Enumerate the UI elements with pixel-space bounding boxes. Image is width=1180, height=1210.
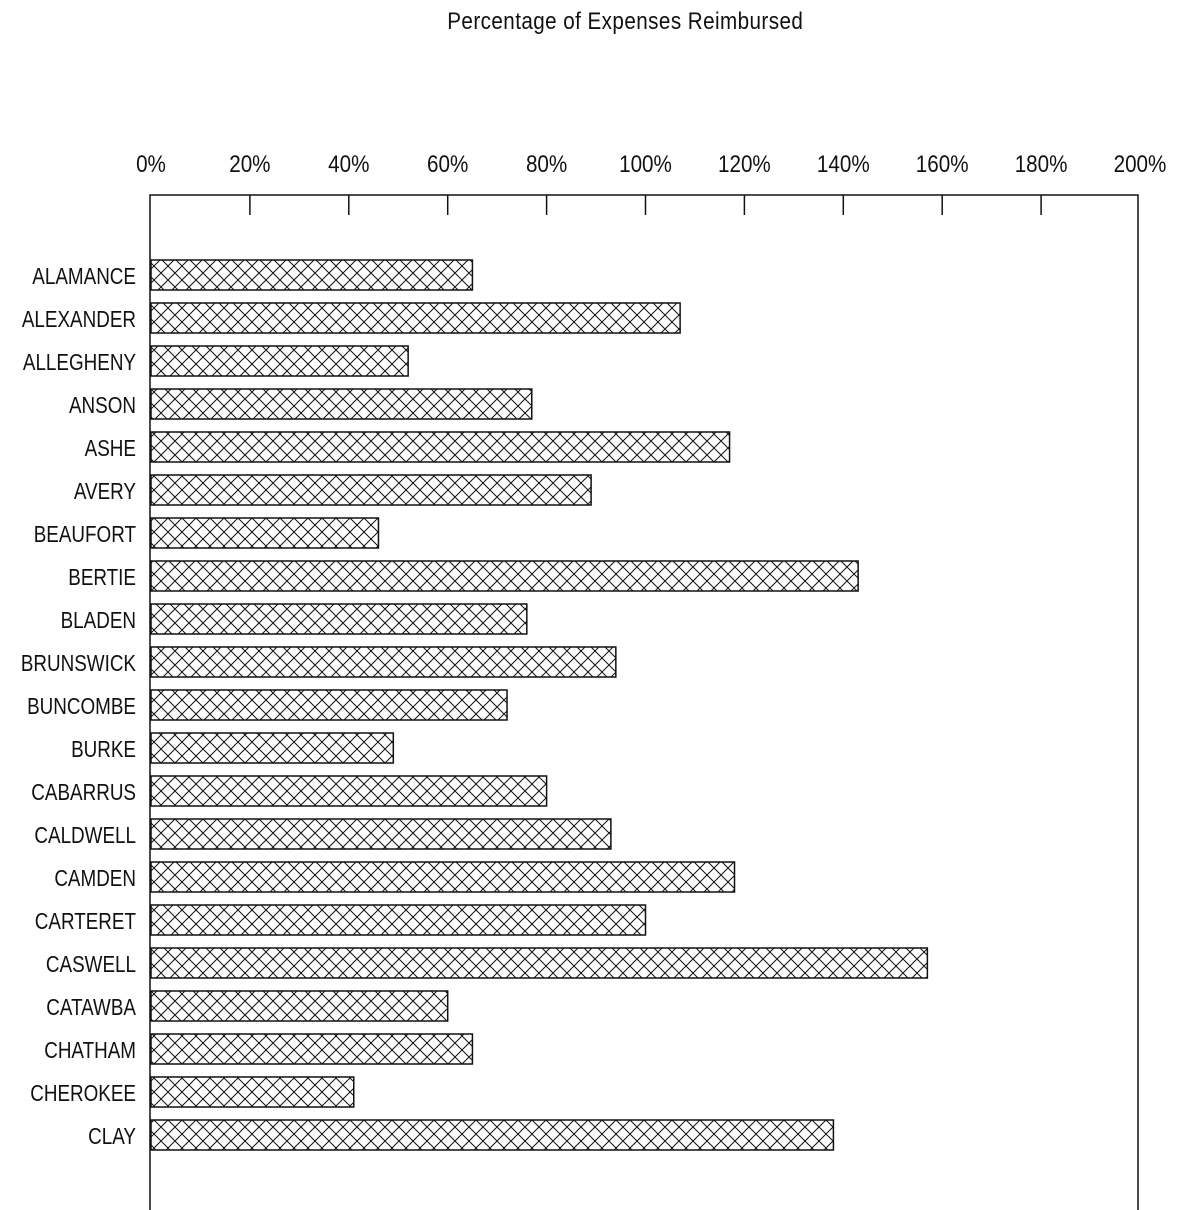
bar — [150, 1033, 474, 1065]
bar — [150, 1119, 835, 1151]
x-axis-ticks — [249, 195, 1042, 215]
bar — [150, 990, 449, 1022]
category-label: CATAWBA — [46, 995, 136, 1020]
x-tick-label: 140% — [817, 151, 870, 178]
bar — [150, 646, 617, 678]
x-tick-label: 100% — [619, 151, 672, 178]
category-label: BERTIE — [68, 565, 136, 590]
category-label: BEAUFORT — [34, 522, 136, 547]
x-tick-label: 40% — [328, 151, 369, 178]
category-label: ALAMANCE — [32, 264, 136, 289]
category-label: CASWELL — [46, 952, 136, 977]
category-label: CALDWELL — [34, 823, 136, 848]
category-label: CLAY — [88, 1124, 136, 1149]
chart-title: Percentage of Expenses Reimbursed — [447, 8, 804, 35]
x-axis-tick-labels: 0% 20% 40% 60% 80% 100% 120% 140% 160% 180% 200% — [136, 151, 1166, 178]
category-label: CAMDEN — [54, 866, 136, 891]
x-tick-label: 60% — [427, 151, 468, 178]
category-label: ANSON — [69, 393, 136, 418]
bar — [150, 947, 929, 979]
x-tick-label: 120% — [718, 151, 771, 178]
bar — [150, 302, 681, 334]
bar — [150, 689, 508, 721]
category-label: BUNCOMBE — [27, 694, 136, 719]
bar — [150, 603, 528, 635]
bar — [150, 474, 592, 506]
category-label: BURKE — [71, 737, 136, 762]
plot-frame — [149, 194, 1139, 1210]
x-tick-label: 20% — [229, 151, 270, 178]
category-label: ASHE — [85, 436, 136, 461]
bar — [150, 560, 859, 592]
x-tick-label: 0% — [136, 151, 166, 178]
x-tick-label: 200% — [1114, 151, 1167, 178]
category-label: CHATHAM — [44, 1038, 136, 1063]
bar — [150, 904, 647, 936]
category-label: CABARRUS — [31, 780, 136, 805]
bar — [150, 818, 612, 850]
bar — [150, 517, 380, 549]
bar — [150, 259, 474, 291]
x-tick-label: 180% — [1015, 151, 1068, 178]
bar — [150, 388, 533, 420]
bar — [150, 1076, 355, 1108]
bar — [150, 775, 548, 807]
bars — [150, 259, 929, 1151]
category-label: CARTERET — [35, 909, 136, 934]
x-tick-label: 160% — [916, 151, 969, 178]
category-label: BRUNSWICK — [21, 651, 136, 676]
category-label: ALLEGHENY — [23, 350, 136, 375]
category-label: BLADEN — [61, 608, 136, 633]
category-label: CHEROKEE — [30, 1081, 136, 1106]
bar — [150, 345, 409, 377]
category-label: ALEXANDER — [22, 307, 136, 332]
category-labels: ALAMANCE ALEXANDER ALLEGHENY ANSON ASHE AVERY… — [21, 264, 136, 1149]
bar — [150, 861, 736, 893]
x-tick-label: 80% — [526, 151, 567, 178]
bar — [150, 732, 395, 764]
category-label: AVERY — [74, 479, 136, 504]
bar — [150, 431, 731, 463]
